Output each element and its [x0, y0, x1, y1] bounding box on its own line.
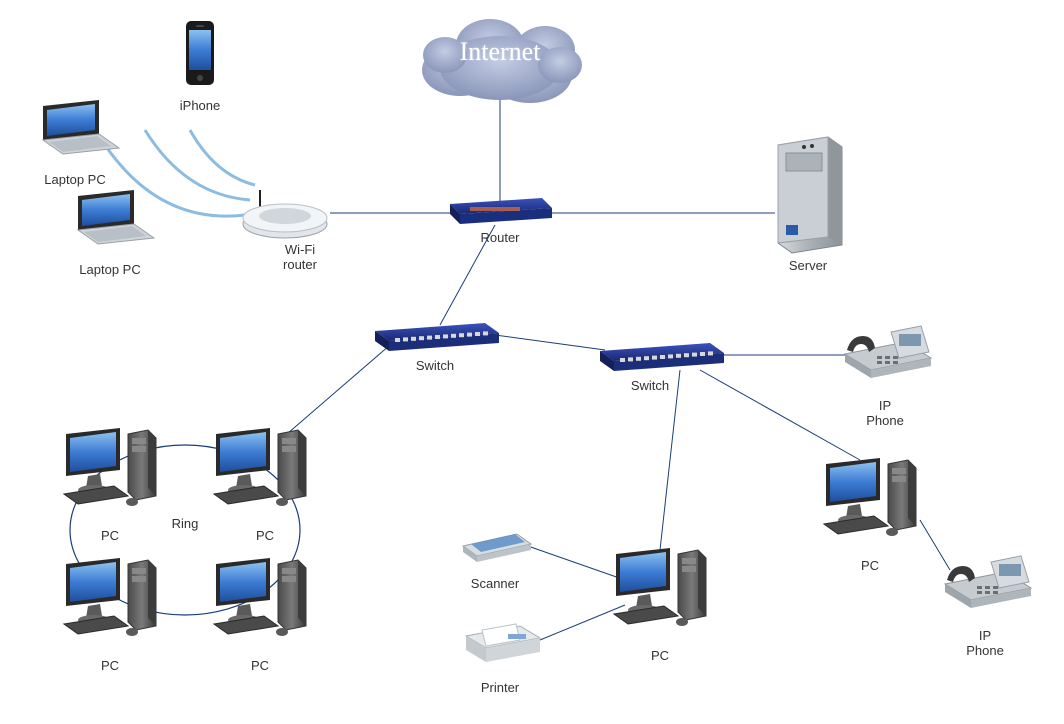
switch2-label: Switch — [631, 378, 669, 393]
edge-switch2-pc_right — [700, 370, 860, 460]
pc_br-label: PC — [251, 658, 269, 673]
ipphone1-label: IP Phone — [866, 398, 904, 428]
pc-ring-tr-icon — [214, 428, 306, 506]
pc-right-icon — [824, 458, 916, 536]
printer-icon — [466, 624, 540, 662]
pc-ring-bl-icon — [64, 558, 156, 636]
ipphone2-label: IP Phone — [966, 628, 1004, 658]
iphone-label: iPhone — [180, 98, 220, 113]
pc-ring-br-icon — [214, 558, 306, 636]
pc-ring-tl-icon — [64, 428, 156, 506]
ring-label: Ring — [172, 516, 199, 531]
printer-label: Printer — [481, 680, 519, 695]
switch1-label: Switch — [416, 358, 454, 373]
edge-switch2-pc_center — [660, 370, 680, 550]
wifi-label: Wi-Fi router — [283, 242, 317, 272]
ip-phone-icon — [945, 556, 1031, 608]
wifi-router-icon — [243, 190, 327, 238]
pc_tr-label: PC — [256, 528, 274, 543]
edge-switch1-pc_tr — [280, 345, 390, 440]
edge-pc_center-printer — [540, 605, 625, 640]
laptop-icon — [43, 100, 119, 154]
switch-icon — [600, 343, 724, 371]
router-label: Router — [480, 230, 519, 245]
pc_right-label: PC — [861, 558, 879, 573]
scanner-label: Scanner — [471, 576, 519, 591]
network-diagram — [0, 0, 1064, 724]
pc_tl-label: PC — [101, 528, 119, 543]
server-label: Server — [789, 258, 827, 273]
pc-center-icon — [614, 548, 706, 626]
server-icon — [778, 137, 842, 253]
ip-phone-icon — [845, 326, 931, 378]
iphone-icon — [186, 21, 214, 85]
edge-pc_center-scanner — [525, 545, 625, 580]
router-icon — [450, 198, 552, 224]
pc_center-label: PC — [651, 648, 669, 663]
laptop-icon — [78, 190, 154, 244]
switch-icon — [375, 323, 499, 351]
laptop1-label: Laptop PC — [44, 172, 105, 187]
pc_bl-label: PC — [101, 658, 119, 673]
edge-pc_right-ipphone2 — [920, 520, 950, 570]
laptop2-label: Laptop PC — [79, 262, 140, 277]
scanner-icon — [463, 534, 531, 562]
edge-switch1-switch2 — [495, 335, 605, 350]
internet-label: Internet — [460, 37, 541, 67]
